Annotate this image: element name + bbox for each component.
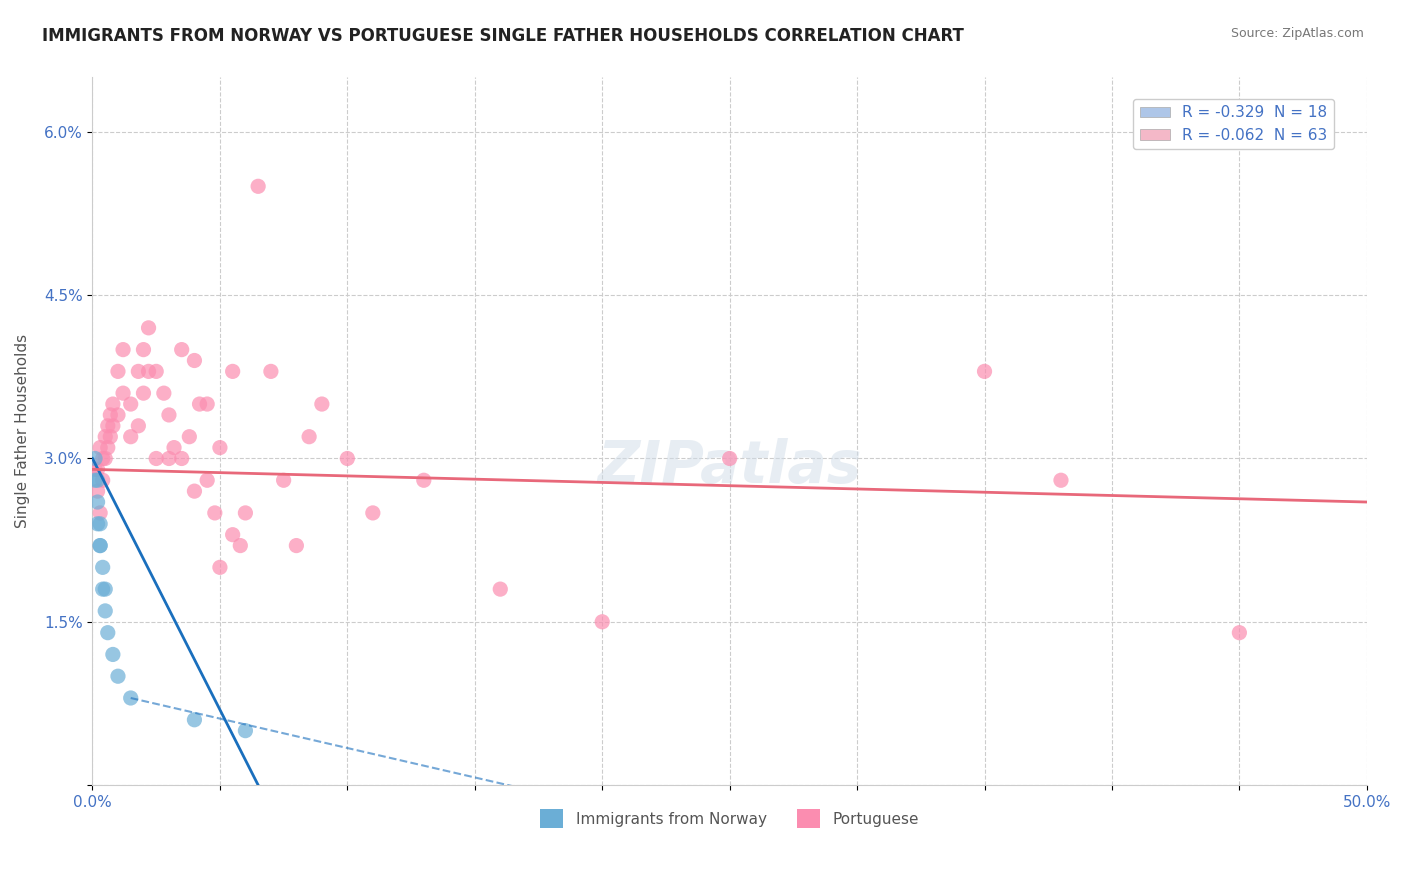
Point (98, 408, 121, 422)
Point (107, 669, 129, 683)
Point (89, 506, 111, 520)
Point (132, 343, 155, 357)
Point (112, 343, 135, 357)
Point (195, 397, 218, 411)
Point (208, 441, 231, 455)
Point (89, 516, 111, 531)
Point (94, 604, 117, 618)
Point (84, 462, 107, 476)
Point (229, 539, 252, 553)
Point (101, 648, 124, 662)
Point (145, 451, 167, 466)
Point (336, 451, 359, 466)
Point (120, 691, 142, 706)
Point (86, 484, 108, 499)
Point (1050, 473, 1073, 487)
Point (91, 473, 114, 487)
Point (138, 364, 160, 378)
Point (208, 560, 231, 574)
Point (412, 473, 434, 487)
Point (127, 364, 149, 378)
Point (235, 723, 257, 738)
Point (973, 364, 995, 378)
Point (179, 430, 201, 444)
Point (91, 582, 114, 596)
Text: IMMIGRANTS FROM NORWAY VS PORTUGUESE SINGLE FATHER HOUSEHOLDS CORRELATION CHART: IMMIGRANTS FROM NORWAY VS PORTUGUESE SIN… (42, 27, 965, 45)
Point (84, 473, 107, 487)
Point (138, 321, 160, 335)
Point (89, 539, 111, 553)
Text: ZIPatlas: ZIPatlas (598, 438, 862, 495)
Legend: Immigrants from Norway, Portuguese: Immigrants from Norway, Portuguese (534, 803, 925, 834)
Point (94, 430, 117, 444)
Point (101, 397, 124, 411)
Point (94, 451, 117, 466)
Point (86, 516, 108, 531)
Point (97, 441, 120, 455)
Point (311, 397, 333, 411)
Point (170, 451, 193, 466)
Point (107, 408, 129, 422)
Point (247, 179, 270, 194)
Point (94, 582, 117, 596)
Point (1227, 625, 1250, 640)
Point (273, 473, 295, 487)
Point (98, 430, 121, 444)
Point (112, 386, 135, 401)
Point (132, 386, 155, 401)
Point (101, 418, 124, 433)
Point (183, 713, 205, 727)
Point (235, 506, 257, 520)
Y-axis label: Single Father Households: Single Father Households (15, 334, 30, 528)
Point (260, 364, 283, 378)
Point (127, 418, 149, 433)
Point (91, 451, 114, 466)
Point (204, 506, 226, 520)
Point (298, 430, 321, 444)
Point (170, 343, 193, 357)
Point (91, 560, 114, 574)
Point (145, 364, 167, 378)
Point (89, 441, 111, 455)
Point (157, 408, 180, 422)
Point (188, 397, 211, 411)
Point (97, 625, 120, 640)
Point (84, 451, 107, 466)
Point (153, 386, 176, 401)
Point (591, 615, 613, 629)
Point (157, 451, 180, 466)
Point (221, 527, 243, 541)
Point (163, 441, 186, 455)
Point (183, 484, 205, 499)
Text: Source: ZipAtlas.com: Source: ZipAtlas.com (1230, 27, 1364, 40)
Point (97, 418, 120, 433)
Point (183, 353, 205, 368)
Point (86, 473, 108, 487)
Point (195, 473, 218, 487)
Point (86, 495, 108, 509)
Point (107, 364, 129, 378)
Point (120, 430, 142, 444)
Point (361, 506, 384, 520)
Point (285, 539, 308, 553)
Point (718, 451, 741, 466)
Point (489, 582, 512, 596)
Point (86, 462, 108, 476)
Point (221, 364, 243, 378)
Point (89, 539, 111, 553)
Point (120, 397, 142, 411)
